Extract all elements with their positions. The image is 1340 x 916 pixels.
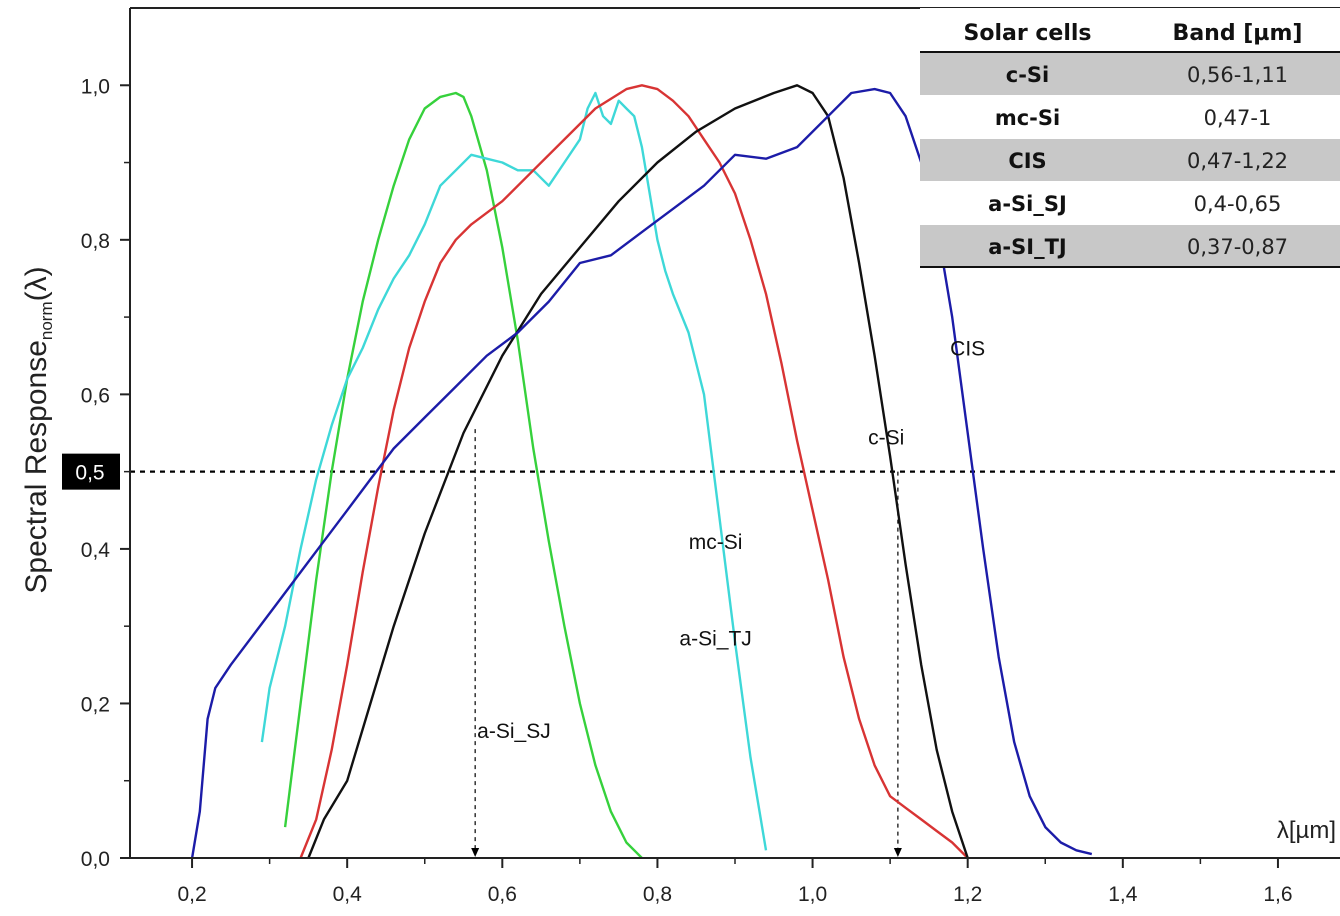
table-cell-band: 0,4-0,65 <box>1194 192 1282 216</box>
series-line-mc-Si <box>299 84 969 859</box>
table-cell-name: c-Si <box>1006 63 1050 87</box>
x-tick-label: 0,8 <box>643 883 672 906</box>
curve-labels-layer: a-Si_SJ a-Si_TJ mc-Si c-Si CIS <box>477 338 985 744</box>
table-cell-band: 0,56-1,11 <box>1187 63 1288 87</box>
x-tick-label: 1,2 <box>953 883 982 906</box>
table-cell-name: a-SI_TJ <box>988 235 1066 259</box>
y-tick-label: 0,0 <box>81 848 110 871</box>
y-tick-label: 0,2 <box>81 693 110 716</box>
x-axis-title: λ[µm] <box>1277 817 1336 844</box>
y-tick-label: 0,4 <box>81 539 111 562</box>
y-tick-label: 0,6 <box>81 384 110 407</box>
curve-label-CIS: CIS <box>950 338 985 361</box>
table-header-cells: Solar cells <box>964 21 1092 46</box>
x-tick-label: 0,2 <box>177 883 206 906</box>
x-tick-label: 1,6 <box>1263 883 1292 906</box>
table-cell-band: 0,47-1,22 <box>1187 149 1288 173</box>
y-axis-title: Spectral Responsenorm(λ) <box>20 266 56 593</box>
table-cell-band: 0,47-1 <box>1204 106 1272 130</box>
table-cell-name: CIS <box>1008 149 1046 173</box>
series-line-c-Si <box>307 84 969 859</box>
table-row-shade <box>920 53 1340 95</box>
table-header-band: Band [µm] <box>1173 21 1303 46</box>
table-cell-name: a-Si_SJ <box>988 192 1067 216</box>
curve-label-c-Si: c-Si <box>868 427 904 450</box>
series-line-a-Si_TJ <box>260 91 768 851</box>
band-table: Solar cells Band [µm] c-Si 0,56-1,11 mc-Si 0,… <box>920 8 1340 268</box>
table-cell-name: mc-Si <box>995 106 1060 130</box>
curve-label-a-Si_TJ: a-Si_TJ <box>679 628 751 651</box>
curve-label-a-Si_SJ: a-Si_SJ <box>477 720 551 743</box>
series-line-CIS <box>190 87 1093 859</box>
y-tick-label: 1,0 <box>81 75 110 98</box>
curve-label-mc-Si: mc-Si <box>689 531 743 554</box>
table-row-shade <box>920 139 1340 181</box>
highlight-label: 0,5 <box>75 462 104 485</box>
x-tick-label: 0,6 <box>488 883 517 906</box>
axes-layer: 0,2 0,4 0,6 0,8 1,0 1,2 1,4 1,6 0,0 0,2 0,4 0,6 0,8 1… <box>20 7 1340 906</box>
x-tick-label: 0,4 <box>333 883 363 906</box>
y-tick-label: 0,8 <box>81 230 110 253</box>
marker-arrow <box>471 848 480 857</box>
table-row-shade <box>920 225 1340 267</box>
highlight-label-box <box>62 453 120 490</box>
series-layer <box>190 84 1093 859</box>
x-tick-label: 1,4 <box>1108 883 1138 906</box>
x-tick-label: 1,0 <box>798 883 827 906</box>
marker-arrow <box>893 848 902 857</box>
table-cell-band: 0,37-0,87 <box>1187 235 1288 259</box>
